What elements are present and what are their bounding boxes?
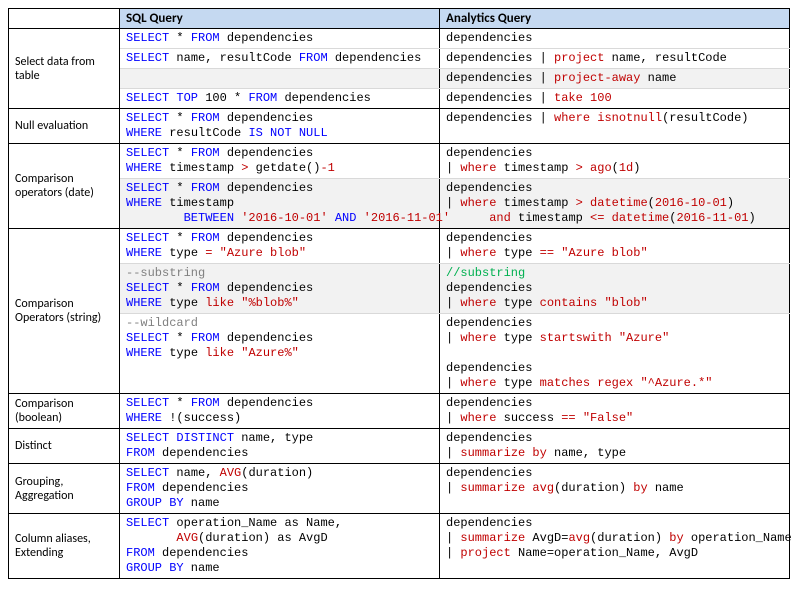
table-row: Grouping, AggregationSELECT name, AVG(du… bbox=[9, 464, 790, 514]
analytics-cell: dependencies | where success == "False" bbox=[440, 394, 790, 429]
table-row: Null evaluationSELECT * FROM dependencie… bbox=[9, 109, 790, 144]
header-analytics: Analytics Query bbox=[440, 9, 790, 29]
table-row: --substring SELECT * FROM dependencies W… bbox=[9, 264, 790, 314]
group-label: Grouping, Aggregation bbox=[9, 464, 120, 514]
sql-cell: SELECT * FROM dependencies WHERE resultC… bbox=[120, 109, 440, 144]
table-row: DistinctSELECT DISTINCT name, type FROM … bbox=[9, 429, 790, 464]
sql-cell: SELECT name, resultCode FROM dependencie… bbox=[120, 49, 440, 69]
sql-cell bbox=[120, 69, 440, 89]
analytics-cell: dependencies | project-away name bbox=[440, 69, 790, 89]
table-row: SELECT * FROM dependencies WHERE timesta… bbox=[9, 179, 790, 229]
sql-cell: SELECT * FROM dependencies bbox=[120, 29, 440, 49]
analytics-cell: dependencies | summarize by name, type bbox=[440, 429, 790, 464]
table-row: dependencies | project-away name bbox=[9, 69, 790, 89]
sql-cell: --wildcard SELECT * FROM dependencies WH… bbox=[120, 314, 440, 394]
analytics-cell: dependencies | where isnotnull(resultCod… bbox=[440, 109, 790, 144]
analytics-cell: //substring dependencies | where type co… bbox=[440, 264, 790, 314]
analytics-cell: dependencies | take 100 bbox=[440, 89, 790, 109]
analytics-cell: dependencies | where timestamp > datetim… bbox=[440, 179, 790, 229]
table-row: Comparison Operators (string)SELECT * FR… bbox=[9, 229, 790, 264]
header-sql: SQL Query bbox=[120, 9, 440, 29]
group-label: Null evaluation bbox=[9, 109, 120, 144]
analytics-cell: dependencies bbox=[440, 29, 790, 49]
table-row: --wildcard SELECT * FROM dependencies WH… bbox=[9, 314, 790, 394]
table-row: Select data from tableSELECT * FROM depe… bbox=[9, 29, 790, 49]
table-row: Column aliases, ExtendingSELECT operatio… bbox=[9, 514, 790, 579]
sql-cell: SELECT * FROM dependencies WHERE timesta… bbox=[120, 144, 440, 179]
analytics-cell: dependencies | where timestamp > ago(1d) bbox=[440, 144, 790, 179]
table-row: SELECT name, resultCode FROM dependencie… bbox=[9, 49, 790, 69]
analytics-cell: dependencies | summarize avg(duration) b… bbox=[440, 464, 790, 514]
group-label: Column aliases, Extending bbox=[9, 514, 120, 579]
table-row: SELECT TOP 100 * FROM dependenciesdepend… bbox=[9, 89, 790, 109]
sql-cell: SELECT * FROM dependencies WHERE type = … bbox=[120, 229, 440, 264]
group-label: Comparison operators (date) bbox=[9, 144, 120, 229]
group-label: Distinct bbox=[9, 429, 120, 464]
analytics-cell: dependencies | where type == "Azure blob… bbox=[440, 229, 790, 264]
analytics-cell: dependencies | where type startswith "Az… bbox=[440, 314, 790, 394]
comparison-table: SQL Query Analytics Query Select data fr… bbox=[8, 8, 790, 579]
sql-cell: SELECT name, AVG(duration) FROM dependen… bbox=[120, 464, 440, 514]
table-row: Comparison (boolean)SELECT * FROM depend… bbox=[9, 394, 790, 429]
table-row: Comparison operators (date)SELECT * FROM… bbox=[9, 144, 790, 179]
group-label: Comparison (boolean) bbox=[9, 394, 120, 429]
header-blank bbox=[9, 9, 120, 29]
sql-cell: SELECT DISTINCT name, type FROM dependen… bbox=[120, 429, 440, 464]
sql-cell: SELECT * FROM dependencies WHERE timesta… bbox=[120, 179, 440, 229]
sql-cell: SELECT operation_Name as Name, AVG(durat… bbox=[120, 514, 440, 579]
group-label: Select data from table bbox=[9, 29, 120, 109]
analytics-cell: dependencies | summarize AvgD=avg(durati… bbox=[440, 514, 790, 579]
sql-cell: SELECT TOP 100 * FROM dependencies bbox=[120, 89, 440, 109]
group-label: Comparison Operators (string) bbox=[9, 229, 120, 394]
analytics-cell: dependencies | project name, resultCode bbox=[440, 49, 790, 69]
sql-cell: SELECT * FROM dependencies WHERE !(succe… bbox=[120, 394, 440, 429]
sql-cell: --substring SELECT * FROM dependencies W… bbox=[120, 264, 440, 314]
